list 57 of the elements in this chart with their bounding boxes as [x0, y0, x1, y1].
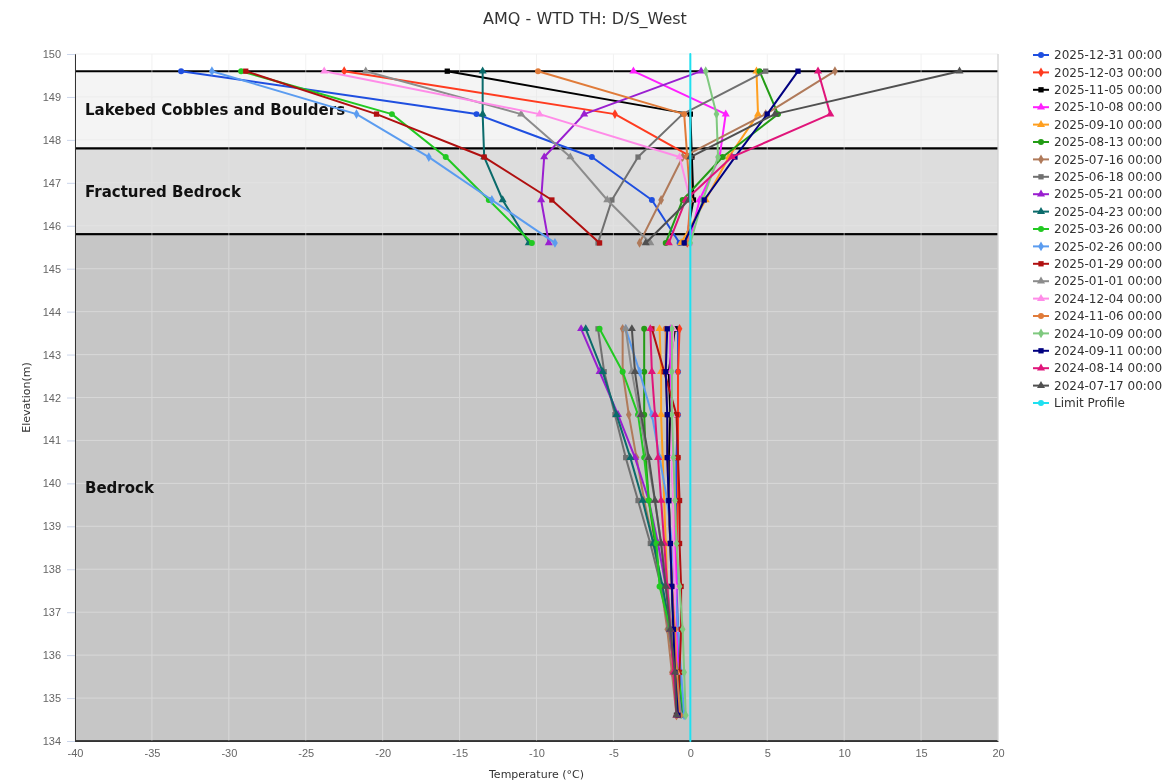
- legend-label: 2024-08-14 00:00: [1054, 361, 1163, 376]
- y-tick-label: 141: [42, 434, 61, 447]
- y-tick-label: 138: [42, 563, 61, 576]
- legend-label: 2025-11-05 00:00: [1054, 83, 1163, 97]
- y-tick-label: 134: [42, 735, 61, 748]
- legend-label: 2025-08-13 00:00: [1054, 135, 1163, 150]
- legend-label: 2024-09-11 00:00: [1054, 344, 1163, 358]
- y-axis-title: Elevation(m): [20, 362, 33, 433]
- legend-label: 2025-01-01 00:00: [1054, 274, 1163, 289]
- y-tick-label: 143: [42, 348, 61, 361]
- legend-label: 2025-07-16 00:00: [1054, 152, 1163, 167]
- legend-label: 2024-07-17 00:00: [1054, 378, 1163, 393]
- legend-label: 2024-11-06 00:00: [1054, 309, 1163, 324]
- band-label: Lakebed Cobbles and Boulders: [85, 101, 346, 120]
- x-tick-label: 10: [838, 746, 851, 759]
- legend-label: 2025-04-23 00:00: [1054, 204, 1163, 219]
- band-label: Fractured Bedrock: [85, 182, 243, 201]
- y-tick-label: 148: [42, 133, 61, 146]
- x-tick-label: -40: [67, 746, 84, 759]
- y-tick-label: 150: [42, 48, 61, 61]
- legend-label: 2025-03-26 00:00: [1054, 222, 1163, 237]
- band-label: Bedrock: [85, 478, 155, 497]
- x-tick-label: -15: [452, 746, 469, 759]
- y-tick-label: 137: [42, 606, 61, 619]
- x-tick-label: -30: [221, 746, 238, 759]
- chart-title: AMQ - WTD TH: D/S_West: [483, 9, 687, 29]
- x-axis-title: Temperature (°C): [488, 768, 584, 781]
- y-tick-label: 140: [42, 477, 61, 490]
- x-tick-label: -20: [375, 746, 392, 759]
- x-tick-label: 15: [915, 746, 928, 759]
- y-tick-label: 146: [42, 219, 61, 232]
- y-tick-label: 149: [42, 90, 61, 103]
- legend-label: 2025-12-03 00:00: [1054, 65, 1163, 80]
- x-tick-label: -25: [298, 746, 315, 759]
- x-tick-label: -5: [609, 746, 619, 759]
- y-tick-label: 136: [42, 649, 61, 662]
- legend-label: 2025-02-26 00:00: [1054, 239, 1163, 254]
- x-tick-label: 5: [764, 746, 771, 759]
- legend-label: Limit Profile: [1054, 396, 1125, 411]
- legend-label: 2025-09-10 00:00: [1054, 117, 1163, 132]
- legend-label: 2025-01-29 00:00: [1054, 257, 1163, 271]
- y-tick-label: 135: [42, 692, 61, 705]
- x-tick-label: 0: [687, 746, 694, 759]
- x-tick-label: 20: [992, 746, 1005, 759]
- legend-label: 2024-12-04 00:00: [1054, 291, 1163, 306]
- y-tick-label: 147: [42, 176, 61, 189]
- x-tick-label: -35: [144, 746, 161, 759]
- y-tick-label: 139: [42, 520, 61, 533]
- y-tick-label: 144: [42, 305, 61, 318]
- legend-label: 2025-06-18 00:00: [1054, 170, 1163, 184]
- legend-label: 2025-10-08 00:00: [1054, 100, 1163, 115]
- legend-label: 2024-10-09 00:00: [1054, 326, 1163, 341]
- legend-label: 2025-12-31 00:00: [1054, 48, 1163, 63]
- legend-label: 2025-05-21 00:00: [1054, 187, 1163, 202]
- x-tick-label: -10: [529, 746, 545, 759]
- y-tick-label: 145: [42, 262, 61, 275]
- y-tick-label: 142: [42, 391, 61, 404]
